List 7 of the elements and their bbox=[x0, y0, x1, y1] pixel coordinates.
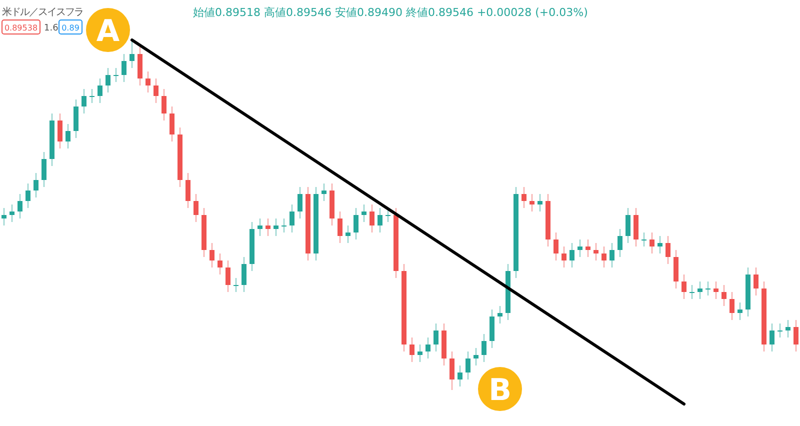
chart-subtitle: 始値0.89518 高値0.89546 安値0.89490 終値0.89546 +0.00028 (+0.03%) bbox=[193, 6, 588, 19]
text: 0.89 bbox=[62, 24, 80, 32]
annotation: A bbox=[96, 14, 120, 49]
text: 0.89538 bbox=[4, 24, 38, 32]
text: 1.6 bbox=[44, 24, 59, 34]
annotation: B bbox=[488, 373, 512, 408]
chart-title: 米ドル／スイスフラ bbox=[2, 6, 83, 18]
